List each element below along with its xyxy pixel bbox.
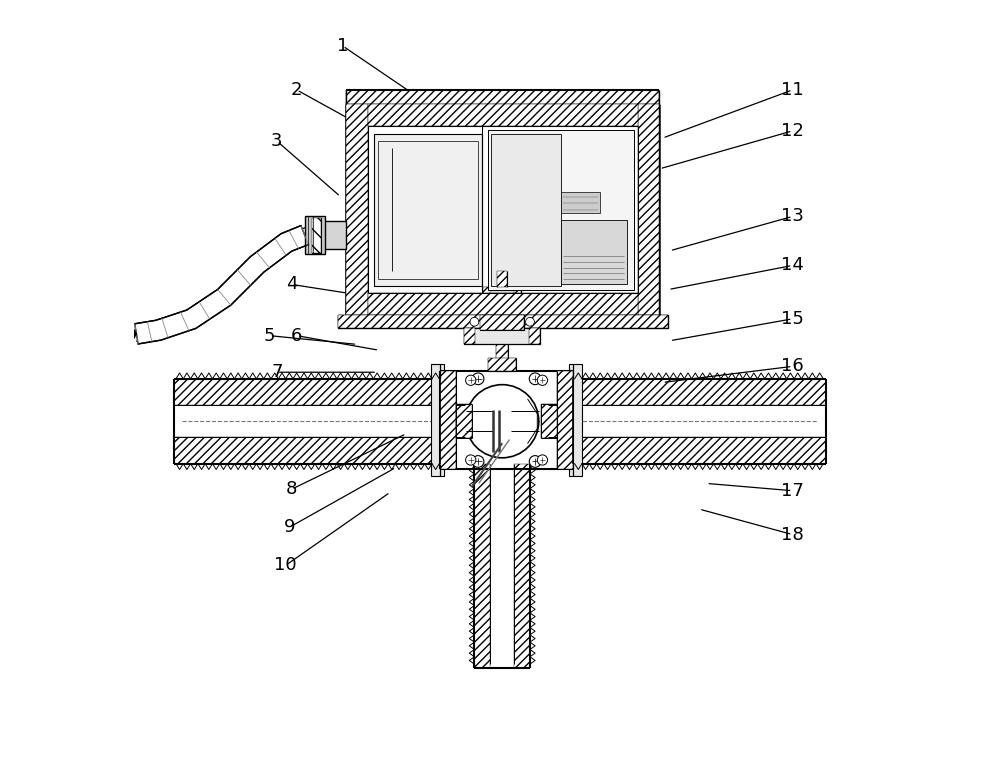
Text: 6: 6 xyxy=(291,327,302,344)
Text: 2: 2 xyxy=(291,81,302,99)
Bar xyxy=(431,364,444,476)
Text: 4: 4 xyxy=(286,275,297,293)
Bar xyxy=(368,293,638,315)
Bar xyxy=(497,271,507,287)
Bar xyxy=(174,405,440,437)
Bar xyxy=(374,134,482,286)
Circle shape xyxy=(466,455,476,465)
Text: 1: 1 xyxy=(337,37,348,55)
Circle shape xyxy=(529,373,541,385)
Bar xyxy=(464,328,475,344)
Circle shape xyxy=(466,375,476,386)
Bar xyxy=(561,192,600,213)
Bar xyxy=(480,315,524,330)
Text: 16: 16 xyxy=(781,357,804,376)
Circle shape xyxy=(472,456,484,467)
Bar xyxy=(488,358,516,372)
Text: 3: 3 xyxy=(271,132,283,150)
Bar xyxy=(312,217,321,253)
Bar xyxy=(557,372,573,469)
Bar xyxy=(305,216,325,254)
Bar xyxy=(323,221,346,249)
Bar xyxy=(483,287,521,315)
Bar xyxy=(338,315,668,328)
Bar xyxy=(483,287,490,315)
Bar xyxy=(338,315,668,328)
Bar xyxy=(368,104,638,126)
Bar xyxy=(491,134,561,286)
Bar xyxy=(569,364,582,476)
Bar xyxy=(561,220,627,283)
Bar xyxy=(496,315,508,372)
Bar xyxy=(573,379,826,405)
Text: 9: 9 xyxy=(284,518,295,536)
Bar xyxy=(541,405,557,438)
Circle shape xyxy=(526,317,534,326)
Bar xyxy=(456,405,472,438)
Bar xyxy=(480,315,524,330)
Text: 17: 17 xyxy=(781,482,804,500)
Bar xyxy=(174,379,440,405)
Bar xyxy=(514,287,521,315)
Circle shape xyxy=(470,317,479,326)
Bar xyxy=(573,437,826,463)
Text: 15: 15 xyxy=(781,310,804,328)
Bar xyxy=(174,437,440,463)
Circle shape xyxy=(537,375,548,386)
Text: 8: 8 xyxy=(286,480,297,498)
Bar xyxy=(474,463,490,668)
Bar xyxy=(368,126,638,293)
Bar xyxy=(529,328,540,344)
Text: 13: 13 xyxy=(781,207,804,226)
Circle shape xyxy=(472,373,484,385)
Text: 18: 18 xyxy=(781,526,804,543)
Bar xyxy=(488,130,634,290)
Bar xyxy=(638,104,659,315)
Text: 10: 10 xyxy=(274,556,297,575)
Circle shape xyxy=(537,455,548,465)
Polygon shape xyxy=(135,226,308,344)
Bar xyxy=(346,104,368,315)
Text: 11: 11 xyxy=(781,81,804,99)
Text: 12: 12 xyxy=(781,122,804,139)
Text: 14: 14 xyxy=(781,257,804,274)
Circle shape xyxy=(529,456,541,467)
Bar xyxy=(514,463,530,668)
Bar xyxy=(496,315,508,372)
Bar xyxy=(464,328,540,344)
Circle shape xyxy=(466,385,539,458)
Text: 5: 5 xyxy=(264,327,275,344)
Bar xyxy=(346,90,659,104)
Text: 7: 7 xyxy=(271,363,283,381)
Bar xyxy=(488,358,516,372)
Bar xyxy=(440,372,456,469)
Bar xyxy=(312,217,321,253)
